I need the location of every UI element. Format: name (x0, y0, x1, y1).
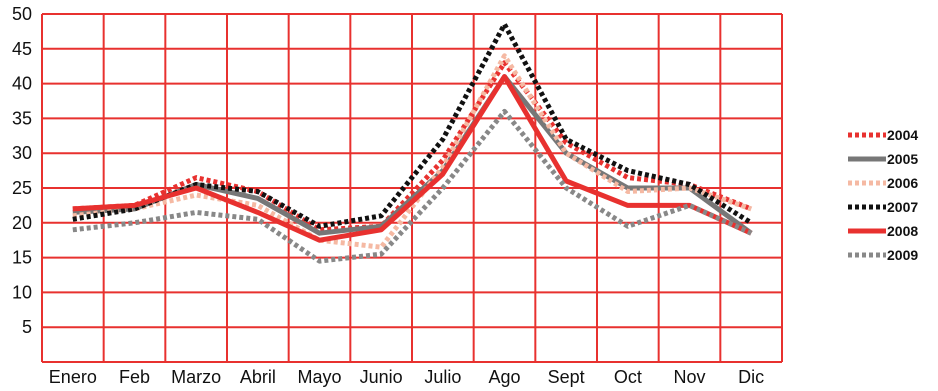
y-tick-label: 15 (12, 248, 32, 268)
x-tick-label: Julio (424, 367, 461, 387)
y-tick-label: 25 (12, 178, 32, 198)
x-tick-label: Sept (548, 367, 585, 387)
legend-label-2006: 2006 (887, 175, 918, 191)
y-tick-label: 45 (12, 39, 32, 59)
y-tick-label: 35 (12, 108, 32, 128)
x-tick-label: Oct (614, 367, 642, 387)
series-line-2008 (72, 74, 753, 243)
series-lines (72, 21, 753, 264)
x-tick-label: Ago (488, 367, 520, 387)
y-tick-label: 40 (12, 74, 32, 94)
x-tick-label: Junio (360, 367, 403, 387)
x-tick-label: Dic (738, 367, 764, 387)
series-line-2006 (72, 53, 753, 250)
y-tick-label: 30 (12, 143, 32, 163)
legend-label-2007: 2007 (887, 199, 918, 215)
y-tick-label: 20 (12, 213, 32, 233)
legend-label-2009: 2009 (887, 247, 918, 263)
legend-label-2004: 2004 (887, 127, 918, 143)
legend-label-2008: 2008 (887, 223, 918, 239)
x-axis-tick-labels: Enero Feb Marzo Abril Mayo Junio Julio Ago Sept O… (49, 367, 764, 387)
series-line-2004 (72, 60, 753, 233)
x-tick-label: Feb (119, 367, 150, 387)
series-line-2009 (72, 108, 753, 264)
x-tick-label: Nov (673, 367, 705, 387)
chart-grid (41, 13, 783, 363)
x-tick-label: Enero (49, 367, 97, 387)
y-axis-tick-labels: 5 10 15 20 25 30 35 40 45 50 (12, 4, 32, 337)
chart-legend: 2004 2005 2006 2007 2008 2009 (848, 127, 918, 263)
x-tick-label: Abril (240, 367, 276, 387)
y-tick-label: 5 (22, 317, 32, 337)
legend-label-2005: 2005 (887, 151, 918, 167)
series-line-2007 (72, 21, 753, 229)
x-tick-label: Marzo (171, 367, 221, 387)
y-tick-label: 50 (12, 4, 32, 24)
y-tick-label: 10 (12, 282, 32, 302)
x-tick-label: Mayo (297, 367, 341, 387)
